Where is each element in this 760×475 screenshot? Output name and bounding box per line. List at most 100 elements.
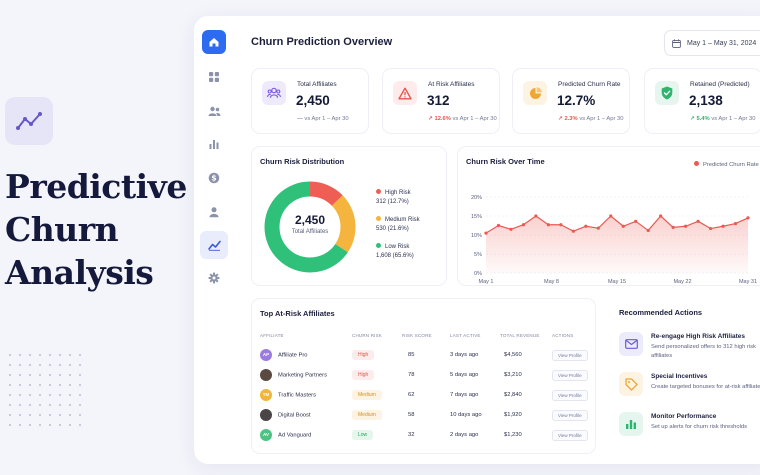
users-icon bbox=[262, 81, 286, 105]
sidebar-item-dashboard[interactable] bbox=[202, 65, 226, 89]
affiliates-table: AFFILIATE CHURN RISK RISK SCORE LAST ACT… bbox=[260, 333, 596, 445]
risk-cell: Medium bbox=[352, 405, 402, 425]
action-desc: Create targeted bonuses for at-risk affi… bbox=[651, 384, 760, 390]
risk-badge: Medium bbox=[352, 410, 382, 420]
series-line bbox=[485, 215, 749, 234]
risk-badge: High bbox=[352, 350, 375, 360]
sidebar-item-settings[interactable] bbox=[202, 266, 226, 290]
donut-center-value: 2,450 bbox=[294, 213, 326, 227]
data-point bbox=[509, 227, 513, 231]
sidebar-item-trends[interactable] bbox=[200, 231, 228, 259]
table-row: Marketing Partners High 78 5 days ago $3,210… bbox=[260, 365, 596, 385]
y-tick-label: 5% bbox=[474, 252, 482, 258]
affiliate-cell: Marketing Partners bbox=[260, 365, 352, 385]
actions-cell: View Profile bbox=[552, 425, 596, 445]
bar-chart-icon bbox=[619, 412, 643, 436]
data-point bbox=[596, 226, 600, 230]
line-chart: 20% 15% 10% 5% 0% May 1 May 8 May 15 May 22 May 3… bbox=[471, 195, 757, 285]
risk-score: 58 bbox=[408, 412, 415, 418]
users-icon bbox=[208, 106, 220, 116]
sidebar-item-profile[interactable] bbox=[202, 200, 226, 224]
kpi-card-retained: Retained (Predicted) 2,138 ↗ 5.4% vs Apr… bbox=[644, 68, 760, 134]
data-point bbox=[534, 214, 538, 218]
view-profile-button[interactable]: View Profile bbox=[552, 369, 588, 381]
kpi-label: Total Affiliates bbox=[297, 81, 337, 88]
kpi-label: Predicted Churn Rate bbox=[558, 81, 621, 88]
view-profile-button[interactable]: View Profile bbox=[552, 349, 588, 361]
sidebar-item-users[interactable] bbox=[202, 99, 226, 123]
sidebar-item-analytics[interactable] bbox=[202, 132, 226, 156]
legend-label: Low Risk bbox=[385, 244, 410, 250]
gear-icon bbox=[208, 272, 220, 284]
data-point bbox=[609, 214, 613, 218]
risk-score: 32 bbox=[408, 432, 415, 438]
affiliate-name: Digital Boost bbox=[278, 412, 311, 419]
avatar: AP bbox=[260, 349, 272, 361]
view-profile-button[interactable]: View Profile bbox=[552, 409, 588, 421]
table-row: TM Traffic Masters Medium 62 7 days ago $2,84… bbox=[260, 385, 596, 405]
action-monitor-performance[interactable]: Monitor Performance Set up alerts for ch… bbox=[619, 412, 760, 448]
risk-badge: Low bbox=[352, 430, 374, 440]
home-icon bbox=[209, 38, 219, 47]
affiliate-cell: AP Affiliate Pro bbox=[260, 345, 352, 365]
kpi-value: 312 bbox=[427, 93, 450, 108]
data-point bbox=[721, 224, 725, 228]
column-header: CHURN RISK bbox=[352, 333, 383, 338]
risk-score: 62 bbox=[408, 392, 415, 398]
view-profile-button[interactable]: View Profile bbox=[552, 389, 588, 401]
sidebar-item-revenue[interactable]: $ bbox=[202, 166, 226, 190]
legend-low-risk: Low Risk 1,608 (65.6%) bbox=[376, 243, 414, 261]
avatar: AV bbox=[260, 429, 272, 441]
column-header: ACTIONS bbox=[552, 333, 574, 338]
warning-icon bbox=[393, 81, 417, 105]
actions-cell: View Profile bbox=[552, 405, 596, 425]
view-profile-button[interactable]: View Profile bbox=[552, 429, 588, 441]
kpi-value: 12.7% bbox=[557, 93, 596, 108]
x-tick-label: May 22 bbox=[673, 279, 691, 285]
date-range-picker[interactable]: May 1 – May 31, 2024 bbox=[664, 30, 760, 56]
action-special-incentives[interactable]: Special Incentives Create targeted bonus… bbox=[619, 372, 760, 408]
hero-title-line: Churn bbox=[5, 210, 119, 249]
legend-swatch bbox=[376, 189, 381, 194]
sidebar: $ bbox=[194, 16, 234, 464]
affiliate-name: Ad Vanguard bbox=[278, 432, 312, 439]
data-point bbox=[546, 223, 550, 227]
x-tick-label: May 31 bbox=[739, 279, 757, 285]
column-header: LAST ACTIVE bbox=[450, 333, 481, 338]
sidebar-item-home[interactable] bbox=[202, 30, 226, 54]
actions-cell: View Profile bbox=[552, 345, 596, 365]
kpi-delta: ↗ 5.4% vs Apr 1 – Apr 30 bbox=[690, 116, 755, 122]
card-title: Churn Risk Distribution bbox=[260, 157, 345, 166]
actions-cell: View Profile bbox=[552, 365, 596, 385]
grid-icon bbox=[209, 72, 219, 82]
data-point bbox=[584, 224, 588, 228]
last-active: 5 days ago bbox=[450, 372, 479, 378]
data-point bbox=[659, 214, 663, 218]
legend-label: Medium Risk bbox=[385, 217, 420, 223]
kpi-card-predicted-churn-rate: Predicted Churn Rate 12.7% ↗ 2.3% vs Apr… bbox=[512, 68, 630, 134]
card-title: Churn Risk Over Time bbox=[466, 157, 545, 166]
y-tick-label: 20% bbox=[471, 195, 482, 201]
legend-swatch bbox=[376, 216, 381, 221]
data-point bbox=[521, 223, 526, 227]
x-tick-label: May 15 bbox=[608, 279, 626, 285]
table-row: AV Ad Vanguard Low 32 2 days ago $1,230 View P… bbox=[260, 425, 596, 445]
legend-detail: 1,608 (65.6%) bbox=[376, 253, 414, 259]
avatar bbox=[260, 369, 272, 381]
kpi-value: 2,450 bbox=[296, 93, 330, 108]
legend-swatch bbox=[376, 243, 381, 248]
data-point bbox=[746, 216, 750, 220]
risk-badge: Medium bbox=[352, 390, 382, 400]
avatar bbox=[260, 409, 272, 421]
donut-segment bbox=[264, 181, 356, 273]
risk-score: 85 bbox=[408, 352, 415, 358]
total-revenue: $2,840 bbox=[504, 392, 522, 398]
legend-medium-risk: Medium Risk 530 (21.6%) bbox=[376, 216, 420, 234]
decorative-dot-grid bbox=[5, 350, 85, 430]
kpi-delta: ↗ 2.3% vs Apr 1 – Apr 30 bbox=[558, 116, 623, 122]
action-re-engage[interactable]: Re-engage High Risk Affiliates Send pers… bbox=[619, 332, 760, 368]
total-revenue: $1,920 bbox=[504, 412, 522, 418]
donut-segment bbox=[264, 181, 356, 273]
total-revenue: $3,210 bbox=[504, 372, 522, 378]
legend-high-risk: High Risk 312 (12.7%) bbox=[376, 189, 411, 207]
